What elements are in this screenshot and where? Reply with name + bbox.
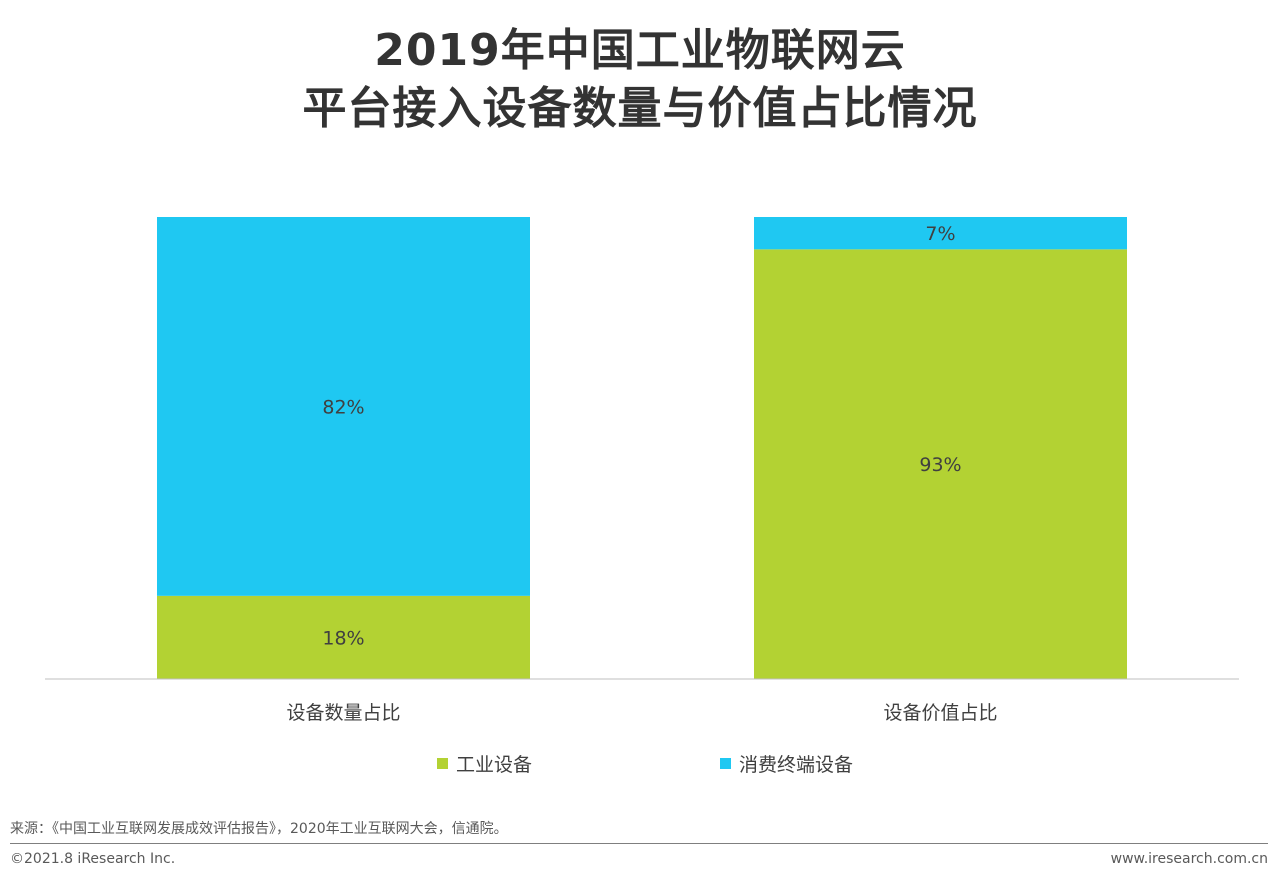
chart-title-line-2: 平台接入设备数量与价值占比情况 — [302, 83, 978, 134]
x-tick-label-2: 设备价值占比 — [883, 702, 997, 724]
footer-divider — [10, 843, 1268, 844]
legend: 工业设备 消费终端设备 — [0, 750, 1280, 778]
bar-industrial-2 — [754, 249, 1127, 679]
data-label-industrial-1: 18% — [322, 627, 364, 649]
source-note: 来源：《中国工业互联网发展成效评估报告》，2020年工业互联网大会，信通院。 — [10, 821, 508, 837]
legend-swatch-industrial — [437, 758, 448, 769]
website-url: www.iresearch.com.cn — [1110, 851, 1268, 867]
data-label-industrial-2: 93% — [919, 454, 961, 476]
legend-item-industrial: 工业设备 — [437, 750, 532, 777]
legend-swatch-consumer — [720, 758, 731, 769]
legend-item-consumer: 消费终端设备 — [720, 750, 853, 777]
chart-title: 2019年中国工业物联网云 平台接入设备数量与价值占比情况 — [0, 22, 1280, 138]
bar-consumer-2 — [754, 217, 1127, 250]
chart-title-line-1: 2019年中国工业物联网云 — [374, 25, 906, 76]
copyright: ©2021.8 iResearch Inc. — [10, 851, 176, 867]
stacked-bar-chart: 18% 82% 设备数量占比 93% 7% 设备价值占比 — [45, 217, 1239, 724]
bar-consumer-1 — [157, 217, 530, 596]
x-tick-label-1: 设备数量占比 — [286, 702, 400, 724]
data-label-consumer-1: 82% — [322, 396, 364, 418]
data-label-consumer-2: 7% — [925, 223, 955, 245]
legend-label-industrial: 工业设备 — [456, 754, 533, 776]
legend-label-consumer: 消费终端设备 — [739, 754, 854, 776]
bar-industrial-1 — [157, 595, 530, 679]
